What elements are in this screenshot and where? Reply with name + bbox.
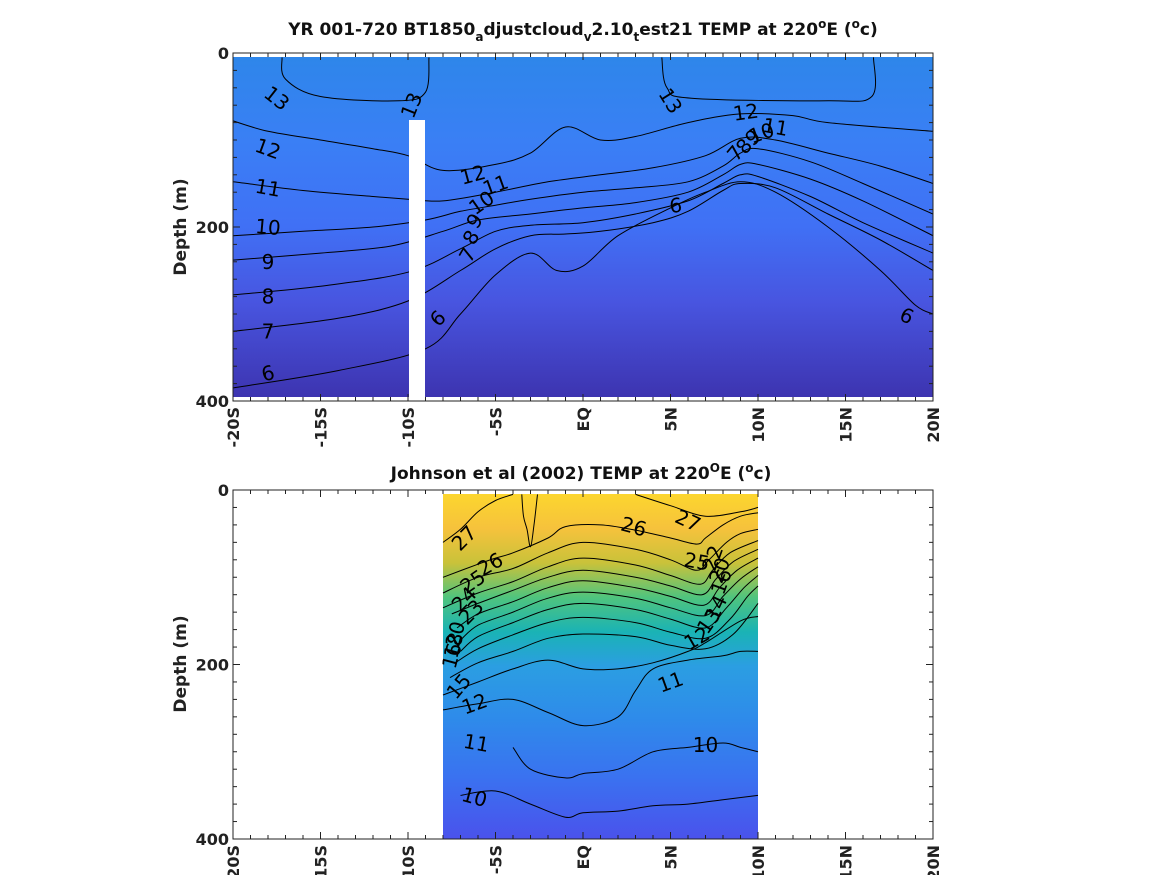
panel-2-contour-label-19: 11: [462, 729, 491, 757]
panel-2-x-tick-label: 5N: [662, 845, 681, 870]
panel-2-x-tick-label: -15S: [312, 845, 331, 875]
panel-2-contour-10-14: [512, 742, 759, 779]
panel-2-contour-26-3: [442, 512, 759, 578]
panel-1-contour-9-5: [233, 162, 933, 261]
panel-2-contour-24-5: [442, 540, 759, 609]
panel-2-x-tick-label: EQ: [574, 845, 593, 870]
panel-1-x-tick-labels: -20S -15S -10S -5S EQ 5N 10N 15N 20N: [224, 407, 943, 447]
panel-2-y-tick-label: 0: [218, 481, 229, 500]
panel-1: YR 001-720 BT1850adjustcloudv2.10test21 …: [171, 17, 943, 447]
panel-2-x-tick-label: -20S: [224, 845, 243, 875]
panel-1-x-tick-label: -15S: [312, 407, 331, 447]
panel-1-contour-10-4: [233, 147, 933, 237]
panel-2-ticks: [232, 489, 934, 840]
panel-1-ticks: [232, 52, 934, 402]
panel-2-x-tick-label: 15N: [837, 845, 856, 875]
panel-2-contour-22-6: [451, 548, 759, 615]
panel-2-contour-9-15: [460, 790, 759, 818]
panel-1-x-tick-label: 20N: [924, 407, 943, 443]
panel-1-y-tick-labels: 0 200 400: [196, 44, 229, 411]
panel-2-y-tick-labels: 0 200 400: [196, 481, 229, 849]
panel-2-contour-12-12: [442, 616, 759, 696]
panel-2-contour-label-22: 10: [693, 733, 718, 757]
panel-2-y-tick-label: 400: [196, 830, 229, 849]
panel-2: Johnson et al (2002) TEMP at 220OE (oc) …: [171, 461, 943, 875]
panel-2-contour-20-7: [456, 557, 759, 629]
panel-1-contour-label-5: 12: [732, 99, 761, 126]
panel-1-contour-6-8: [233, 181, 933, 389]
panel-1-contour-label-21: 6: [259, 360, 278, 386]
panel-1-contour-label-6: 11: [253, 174, 282, 202]
panel-2-contour-25-4: [442, 528, 759, 594]
panel-1-data-gap: [409, 120, 425, 401]
panel-1-y-tick-label: 400: [196, 392, 229, 411]
panel-1-x-tick-label: -5S: [487, 407, 506, 436]
panel-1-contour-label-9: 10: [254, 214, 281, 240]
panel-2-contour-27-2: [635, 493, 759, 517]
panel-1-x-tick-label: 5N: [662, 407, 681, 432]
panel-1-contour-label-23: 6: [668, 193, 683, 218]
panel-2-contour-label-5: 25: [682, 547, 711, 575]
panel-1-ylabel: Depth (m): [171, 178, 191, 275]
panel-1-x-tick-label: 15N: [837, 407, 856, 443]
panel-1-y-tick-label: 200: [196, 218, 229, 237]
panel-1-contour-8-6: [233, 173, 933, 296]
panel-2-contour-18-8: [460, 566, 759, 641]
panel-1-contour-12-2: [233, 112, 933, 172]
panel-1-title: YR 001-720 BT1850adjustcloudv2.10test21 …: [287, 17, 878, 44]
panel-2-contour-14-10: [455, 585, 759, 664]
panel-2-contour-16-9: [460, 575, 759, 652]
panel-2-x-tick-label: -5S: [487, 845, 506, 874]
panel-2-contour-27-1: [521, 494, 538, 548]
panel-1-x-tick-label: 10N: [749, 407, 768, 443]
panel-2-contour-13-11: [449, 603, 759, 679]
panel-1-contour-13-1: [661, 57, 877, 102]
panel-2-contours: [442, 493, 759, 818]
panel-2-contour-11-13: [442, 650, 759, 727]
panel-2-ylabel: Depth (m): [171, 615, 191, 712]
panel-2-x-tick-label: 10N: [749, 845, 768, 875]
panel-2-field: [443, 494, 758, 839]
panel-2-x-tick-label: -10S: [399, 845, 418, 875]
panel-2-x-tick-label: 20N: [924, 845, 943, 875]
panel-1-contour-label-18: 7: [262, 319, 275, 343]
panel-2-y-tick-label: 200: [196, 656, 229, 675]
panel-2-x-tick-labels: -20S -15S -10S -5S EQ 5N 10N 15N 20N: [224, 845, 943, 875]
panel-1-x-tick-label: -10S: [399, 407, 418, 447]
panel-1-x-tick-label: -20S: [224, 407, 243, 447]
panel-1-contour-label-15: 8: [262, 285, 275, 309]
panel-1-field: [233, 57, 933, 397]
panel-1-y-tick-label: 0: [218, 44, 229, 63]
panel-1-contour-13-0: [281, 57, 430, 102]
panel-1-x-tick-label: EQ: [574, 407, 593, 432]
panel-1-contour-label-12: 9: [262, 250, 275, 274]
panel-2-contour-27-0: [442, 493, 514, 543]
panel-1-contour-11-3: [233, 136, 933, 202]
panel-2-title: Johnson et al (2002) TEMP at 220OE (oc): [390, 461, 772, 484]
panel-1-contour-label-8: 11: [761, 113, 790, 141]
